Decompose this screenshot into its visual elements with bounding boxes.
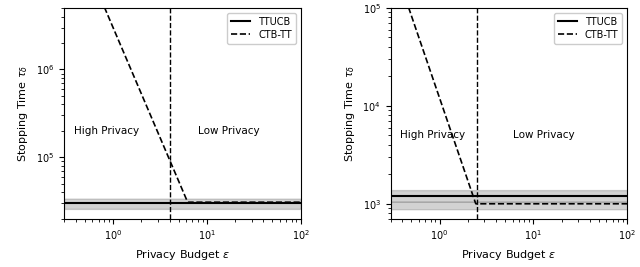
TTUCB bbox=[565, 194, 573, 198]
CTB-TT bbox=[429, 76, 436, 79]
TTUCB bbox=[238, 202, 246, 205]
TTUCB bbox=[526, 194, 534, 198]
X-axis label: Privacy Budget $\varepsilon$: Privacy Budget $\varepsilon$ bbox=[461, 248, 556, 262]
CTB-TT bbox=[545, 202, 553, 205]
TTUCB bbox=[167, 202, 175, 205]
TTUCB bbox=[623, 194, 631, 198]
Text: Low Privacy: Low Privacy bbox=[198, 126, 259, 136]
TTUCB bbox=[102, 202, 109, 205]
X-axis label: Privacy Budget $\varepsilon$: Privacy Budget $\varepsilon$ bbox=[135, 248, 230, 262]
Text: Low Privacy: Low Privacy bbox=[513, 130, 574, 140]
CTB-TT bbox=[297, 201, 305, 204]
TTUCB bbox=[387, 194, 394, 198]
Line: CTB-TT: CTB-TT bbox=[390, 0, 627, 204]
CTB-TT bbox=[239, 201, 246, 204]
Text: High Privacy: High Privacy bbox=[400, 130, 465, 140]
TTUCB bbox=[200, 202, 207, 205]
CTB-TT bbox=[472, 202, 480, 205]
TTUCB bbox=[447, 194, 455, 198]
Y-axis label: Stopping Time $\tau_\delta$: Stopping Time $\tau_\delta$ bbox=[17, 65, 30, 162]
TTUCB bbox=[121, 202, 129, 205]
CTB-TT bbox=[527, 202, 534, 205]
Line: CTB-TT: CTB-TT bbox=[64, 0, 301, 202]
CTB-TT bbox=[565, 202, 573, 205]
CTB-TT bbox=[200, 201, 208, 204]
TTUCB bbox=[429, 194, 436, 198]
CTB-TT bbox=[184, 201, 191, 204]
CTB-TT bbox=[219, 201, 227, 204]
TTUCB bbox=[297, 202, 305, 205]
CTB-TT bbox=[623, 202, 631, 205]
CTB-TT bbox=[102, 9, 109, 12]
TTUCB bbox=[494, 194, 502, 198]
Text: High Privacy: High Privacy bbox=[74, 126, 139, 136]
TTUCB bbox=[545, 194, 552, 198]
CTB-TT bbox=[121, 54, 129, 57]
CTB-TT bbox=[167, 162, 175, 165]
TTUCB bbox=[218, 202, 226, 205]
Legend: TTUCB, CTB-TT: TTUCB, CTB-TT bbox=[227, 13, 296, 44]
CTB-TT bbox=[447, 131, 455, 134]
Legend: TTUCB, CTB-TT: TTUCB, CTB-TT bbox=[554, 13, 622, 44]
CTB-TT bbox=[494, 202, 502, 205]
TTUCB bbox=[60, 202, 68, 205]
Y-axis label: Stopping Time $\tau_\delta$: Stopping Time $\tau_\delta$ bbox=[343, 65, 357, 162]
